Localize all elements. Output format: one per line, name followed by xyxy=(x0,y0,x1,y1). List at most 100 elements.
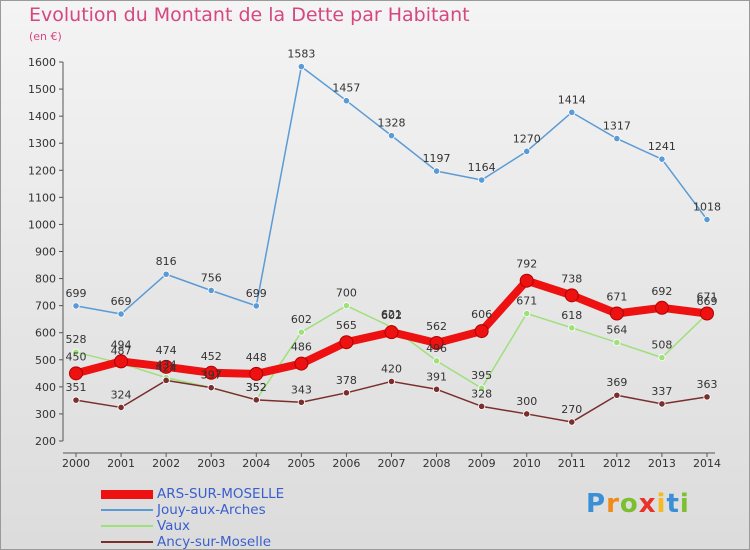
data-label: 496 xyxy=(426,342,447,355)
x-tick-label: 2008 xyxy=(423,457,451,470)
data-label: 602 xyxy=(291,313,312,326)
data-point xyxy=(568,324,576,332)
legend-swatch xyxy=(101,509,153,511)
data-label: 1414 xyxy=(558,93,586,106)
data-label: 324 xyxy=(111,388,132,401)
data-label: 606 xyxy=(471,308,492,321)
data-label: 1583 xyxy=(287,48,315,61)
data-point xyxy=(72,396,80,404)
data-label: 397 xyxy=(201,369,222,382)
data-label: 351 xyxy=(66,381,87,394)
data-label: 1164 xyxy=(468,161,496,174)
data-label: 378 xyxy=(336,374,357,387)
legend-label: Vaux xyxy=(157,518,191,534)
legend-label: ARS-SUR-MOSELLE xyxy=(157,486,285,502)
x-tick-label: 2002 xyxy=(152,457,180,470)
data-point xyxy=(162,376,170,384)
data-label: 692 xyxy=(651,285,672,298)
data-label: 1197 xyxy=(423,152,451,165)
logo-letter: i xyxy=(679,489,690,519)
data-point xyxy=(429,336,444,351)
data-point xyxy=(207,384,215,392)
data-point xyxy=(478,384,486,392)
data-point xyxy=(519,273,534,288)
data-point xyxy=(342,97,351,105)
legend-swatch xyxy=(101,525,153,527)
x-tick-label: 2000 xyxy=(62,457,90,470)
data-point xyxy=(613,391,621,399)
y-tick-label: 1600 xyxy=(28,56,56,69)
data-label: 369 xyxy=(606,376,627,389)
data-point xyxy=(162,270,170,278)
data-label: 487 xyxy=(111,344,132,357)
data-label: 618 xyxy=(561,309,582,322)
data-point xyxy=(297,328,305,336)
series-ars-sur-moselle xyxy=(69,273,714,381)
proxiti-logo: Proxiti xyxy=(586,489,690,519)
y-tick-label: 300 xyxy=(35,408,56,421)
data-point xyxy=(249,366,264,381)
data-label: 363 xyxy=(697,378,718,391)
x-tick-label: 2011 xyxy=(558,457,586,470)
legend-label: Jouy-aux-Arches xyxy=(157,502,266,518)
data-point xyxy=(384,325,399,340)
data-label: 1457 xyxy=(332,82,360,95)
data-label: 395 xyxy=(471,369,492,382)
logo-letter: x xyxy=(638,489,657,519)
data-point xyxy=(478,176,486,184)
x-tick-label: 2014 xyxy=(693,457,721,470)
data-label: 756 xyxy=(201,271,222,284)
data-label: 792 xyxy=(516,258,537,271)
data-point xyxy=(207,286,215,295)
data-point xyxy=(294,356,309,371)
logo-letter: o xyxy=(619,489,639,519)
data-label: 397 xyxy=(201,369,222,382)
data-label: 528 xyxy=(66,333,87,346)
chart-title: Evolution du Montant de la Dette par Hab… xyxy=(29,4,470,26)
y-tick-label: 600 xyxy=(35,327,56,340)
data-point xyxy=(564,288,579,303)
data-point xyxy=(342,389,351,397)
data-label: 669 xyxy=(111,295,132,308)
data-point xyxy=(297,63,305,71)
data-label: 452 xyxy=(201,350,222,363)
data-point xyxy=(204,365,219,380)
data-label: 448 xyxy=(246,351,267,364)
data-label: 602 xyxy=(381,309,402,322)
data-point xyxy=(72,302,80,310)
data-point xyxy=(252,396,260,404)
y-tick-label: 700 xyxy=(35,300,56,313)
y-tick-label: 1100 xyxy=(28,191,56,204)
data-point xyxy=(654,300,669,315)
y-tick-label: 500 xyxy=(35,354,56,367)
data-point xyxy=(117,310,125,318)
data-point xyxy=(432,357,441,365)
data-point xyxy=(523,147,531,155)
data-point xyxy=(387,132,396,140)
y-tick-label: 1000 xyxy=(28,218,56,231)
data-label: 270 xyxy=(561,403,582,416)
data-point xyxy=(114,354,129,369)
x-tick-label: 2005 xyxy=(287,457,315,470)
chart-subtitle: (en €) xyxy=(29,30,62,43)
data-point xyxy=(159,359,174,374)
data-point xyxy=(568,418,576,426)
data-label: 1317 xyxy=(603,120,631,133)
logo-letter: t xyxy=(666,489,680,519)
y-tick-label: 200 xyxy=(35,435,56,448)
data-label: 669 xyxy=(697,295,718,308)
logo-letter: i xyxy=(656,489,667,519)
data-point xyxy=(117,403,125,412)
data-label: 420 xyxy=(381,362,402,375)
data-label: 738 xyxy=(561,272,582,285)
legend-label: Ancy-sur-Moselle xyxy=(157,534,272,550)
data-point xyxy=(474,324,489,339)
data-point xyxy=(700,306,714,321)
data-label: 434 xyxy=(156,359,177,372)
data-point xyxy=(478,402,486,410)
data-label: 564 xyxy=(606,323,627,336)
data-point xyxy=(658,400,666,408)
data-label: 1241 xyxy=(648,140,676,153)
data-point xyxy=(613,338,621,347)
